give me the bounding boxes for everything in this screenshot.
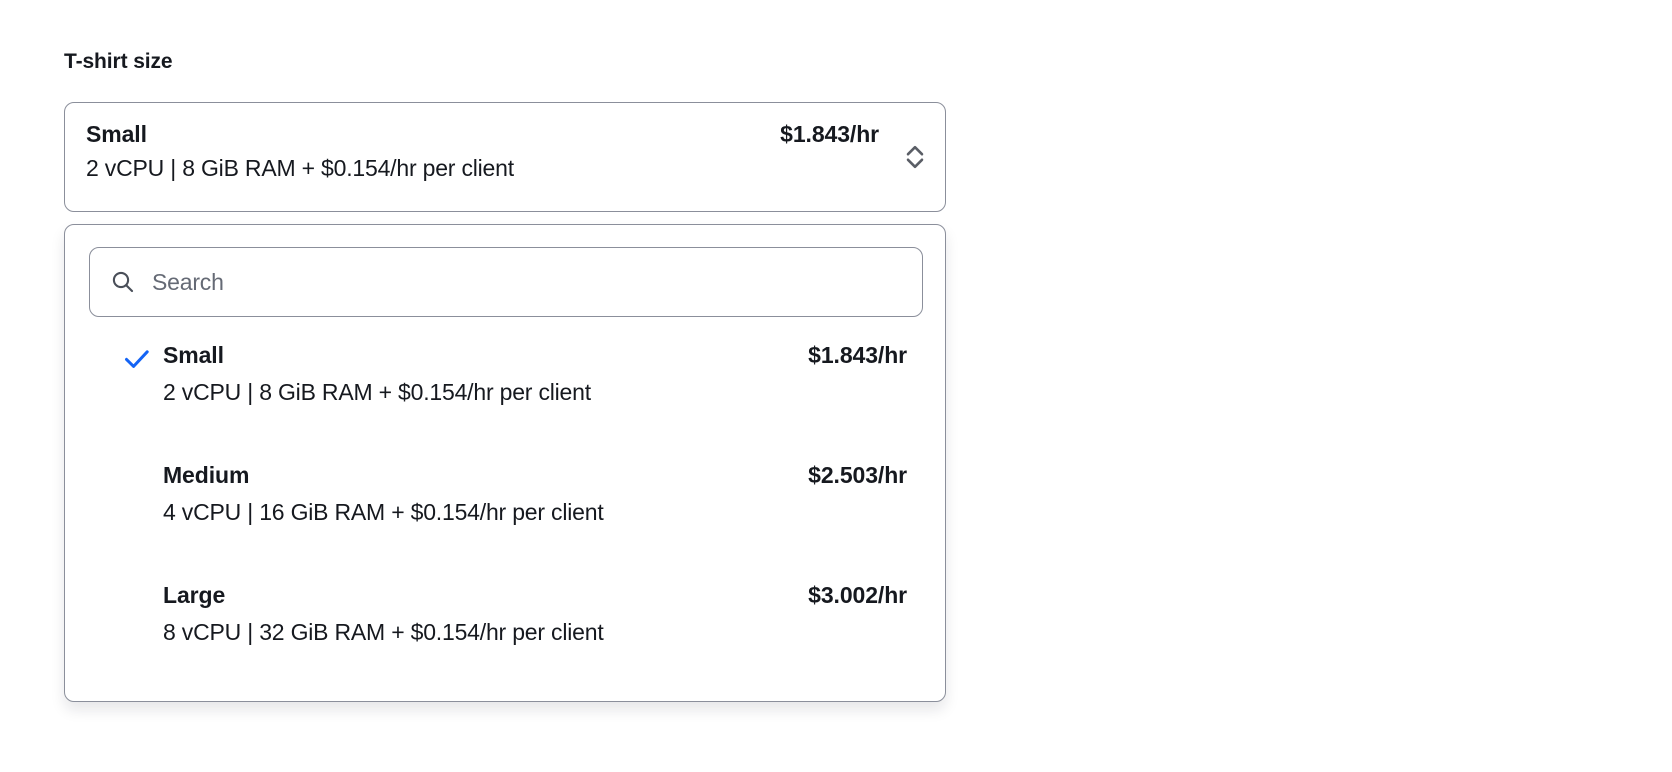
list-item[interactable]: Small $1.843/hr 2 vCPU | 8 GiB RAM + $0.…: [89, 339, 921, 459]
trigger-primary-row: Small $1.843/hr: [86, 119, 925, 149]
option-description: 4 vCPU | 16 GiB RAM + $0.154/hr per clie…: [163, 499, 604, 525]
t-shirt-size-select-trigger[interactable]: Small $1.843/hr 2 vCPU | 8 GiB RAM + $0.…: [64, 102, 946, 212]
option-title: Small: [163, 342, 224, 368]
search-input[interactable]: [152, 267, 892, 297]
option-price: $3.002/hr: [808, 582, 907, 608]
option-price: $1.843/hr: [808, 342, 907, 368]
search-box[interactable]: [89, 247, 923, 317]
option-description: 2 vCPU | 8 GiB RAM + $0.154/hr per clien…: [163, 379, 591, 405]
selected-option-title: Small: [86, 121, 147, 147]
selected-option-description: 2 vCPU | 8 GiB RAM + $0.154/hr per clien…: [86, 155, 514, 181]
check-icon: [123, 346, 151, 372]
field-label: T-shirt size: [64, 50, 173, 73]
list-item[interactable]: Medium $2.503/hr 4 vCPU | 16 GiB RAM + $…: [89, 459, 921, 579]
option-title: Large: [163, 582, 226, 608]
chevron-up-down-icon[interactable]: [904, 140, 926, 174]
option-description: 8 vCPU | 32 GiB RAM + $0.154/hr per clie…: [163, 619, 604, 645]
option-price: $2.503/hr: [808, 462, 907, 488]
option-list: Small $1.843/hr 2 vCPU | 8 GiB RAM + $0.…: [89, 339, 921, 699]
option-title: Medium: [163, 462, 250, 488]
list-item[interactable]: Large $3.002/hr 8 vCPU | 32 GiB RAM + $0…: [89, 579, 921, 699]
list-item-primary-row: Small $1.843/hr: [163, 339, 907, 371]
list-item-primary-row: Medium $2.503/hr: [163, 459, 907, 491]
t-shirt-size-dropdown-panel: Small $1.843/hr 2 vCPU | 8 GiB RAM + $0.…: [64, 224, 946, 702]
selected-option-price: $1.843/hr: [780, 121, 879, 147]
list-item-primary-row: Large $3.002/hr: [163, 579, 907, 611]
search-icon: [110, 269, 136, 295]
